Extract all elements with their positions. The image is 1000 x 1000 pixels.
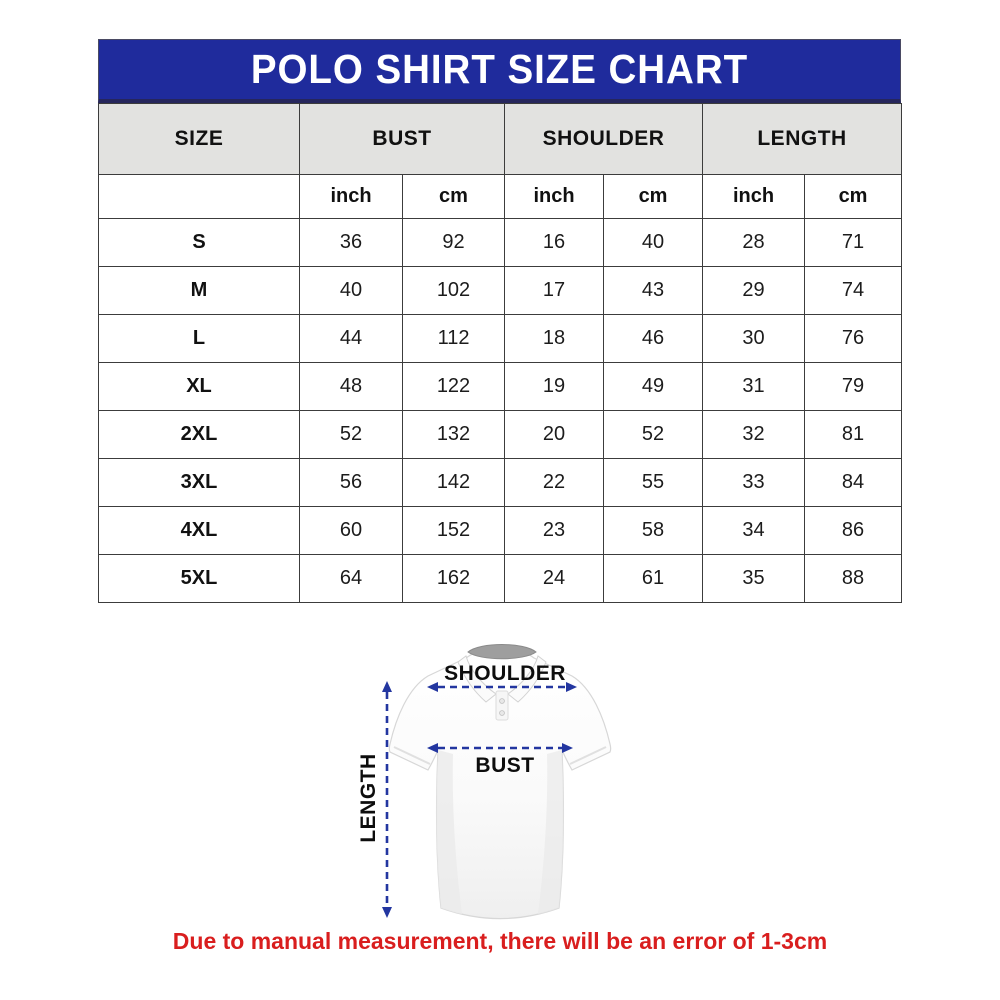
- value-cell: 49: [603, 362, 704, 411]
- value-cell: 30: [702, 314, 806, 363]
- unit-header-row: inch cm inch cm inch cm: [98, 174, 903, 219]
- value-cell: 162: [401, 554, 506, 603]
- polo-shirt-image: [382, 644, 612, 920]
- value-cell: 23: [504, 506, 605, 555]
- column-header-size: SIZE: [98, 103, 300, 175]
- table-row: 2XL 52 132 20 52 32 81: [98, 410, 903, 459]
- size-table: SIZE BUST SHOULDER LENGTH inch cm inch c…: [98, 103, 903, 603]
- value-cell: 33: [702, 458, 806, 507]
- value-cell: 122: [401, 362, 506, 411]
- unit-header: cm: [401, 174, 506, 219]
- value-cell: 24: [504, 554, 605, 603]
- value-cell: 22: [504, 458, 605, 507]
- value-cell: 52: [603, 410, 704, 459]
- value-cell: 34: [702, 506, 806, 555]
- measurement-note: Due to manual measurement, there will be…: [172, 928, 828, 954]
- value-cell: 29: [702, 266, 806, 315]
- value-cell: 112: [401, 314, 506, 363]
- value-cell: 18: [504, 314, 605, 363]
- unit-header: cm: [603, 174, 704, 219]
- unit-header: inch: [299, 174, 403, 219]
- size-cell: L: [98, 314, 300, 363]
- value-cell: 40: [299, 266, 403, 315]
- value-cell: 92: [401, 218, 506, 267]
- value-cell: 71: [804, 218, 903, 267]
- table-header-row: SIZE BUST SHOULDER LENGTH: [98, 103, 903, 175]
- unit-header: inch: [504, 174, 605, 219]
- shoulder-arrow: [427, 682, 577, 692]
- size-cell: XL: [98, 362, 300, 411]
- value-cell: 152: [401, 506, 506, 555]
- value-cell: 55: [603, 458, 704, 507]
- size-cell: S: [98, 218, 300, 267]
- value-cell: 76: [804, 314, 903, 363]
- bust-arrow: [427, 743, 573, 753]
- value-cell: 16: [504, 218, 605, 267]
- size-cell: M: [98, 266, 300, 315]
- value-cell: 48: [299, 362, 403, 411]
- value-cell: 84: [804, 458, 903, 507]
- table-row: XL 48 122 19 49 31 79: [98, 362, 903, 411]
- unit-header-empty: [98, 174, 300, 219]
- value-cell: 36: [299, 218, 403, 267]
- value-cell: 31: [702, 362, 806, 411]
- value-cell: 28: [702, 218, 806, 267]
- value-cell: 64: [299, 554, 403, 603]
- table-row: S 36 92 16 40 28 71: [98, 218, 903, 267]
- table-row: 4XL 60 152 23 58 34 86: [98, 506, 903, 555]
- size-cell: 5XL: [98, 554, 300, 603]
- column-header-bust: BUST: [298, 103, 506, 175]
- table-row: 5XL 64 162 24 61 35 88: [98, 554, 903, 603]
- unit-header: inch: [702, 174, 806, 219]
- value-cell: 17: [504, 266, 605, 315]
- value-cell: 44: [299, 314, 403, 363]
- value-cell: 74: [804, 266, 903, 315]
- value-cell: 61: [603, 554, 704, 603]
- value-cell: 60: [299, 506, 403, 555]
- table-row: L 44 112 18 46 30 76: [98, 314, 903, 363]
- value-cell: 88: [804, 554, 903, 603]
- value-cell: 32: [702, 410, 806, 459]
- value-cell: 58: [603, 506, 704, 555]
- value-cell: 79: [804, 362, 903, 411]
- value-cell: 102: [401, 266, 506, 315]
- value-cell: 81: [804, 410, 903, 459]
- column-header-length: LENGTH: [702, 103, 903, 175]
- value-cell: 132: [401, 410, 506, 459]
- table-row: 3XL 56 142 22 55 33 84: [98, 458, 903, 507]
- value-cell: 56: [299, 458, 403, 507]
- value-cell: 20: [504, 410, 605, 459]
- length-arrow: [382, 681, 392, 918]
- value-cell: 46: [603, 314, 704, 363]
- size-cell: 4XL: [98, 506, 300, 555]
- column-header-shoulder: SHOULDER: [504, 103, 704, 175]
- value-cell: 86: [804, 506, 903, 555]
- size-cell: 2XL: [98, 410, 300, 459]
- title-bar: POLO SHIRT SIZE CHART: [98, 39, 901, 103]
- value-cell: 142: [401, 458, 506, 507]
- value-cell: 52: [299, 410, 403, 459]
- measurement-diagram: SHOULDER BUST LENGTH: [340, 636, 680, 938]
- table-row: M 40 102 17 43 29 74: [98, 266, 903, 315]
- value-cell: 40: [603, 218, 704, 267]
- page-title: POLO SHIRT SIZE CHART: [250, 46, 749, 92]
- value-cell: 35: [702, 554, 806, 603]
- size-cell: 3XL: [98, 458, 300, 507]
- unit-header: cm: [804, 174, 903, 219]
- value-cell: 19: [504, 362, 605, 411]
- value-cell: 43: [603, 266, 704, 315]
